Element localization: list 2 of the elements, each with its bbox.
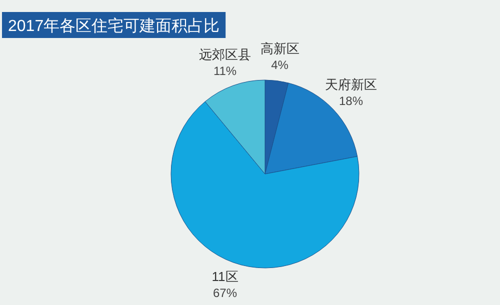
chart-title: 2017年各区住宅可建面积占比 [8, 17, 220, 35]
title: 2017年各区住宅可建面积占比 [2, 12, 226, 38]
